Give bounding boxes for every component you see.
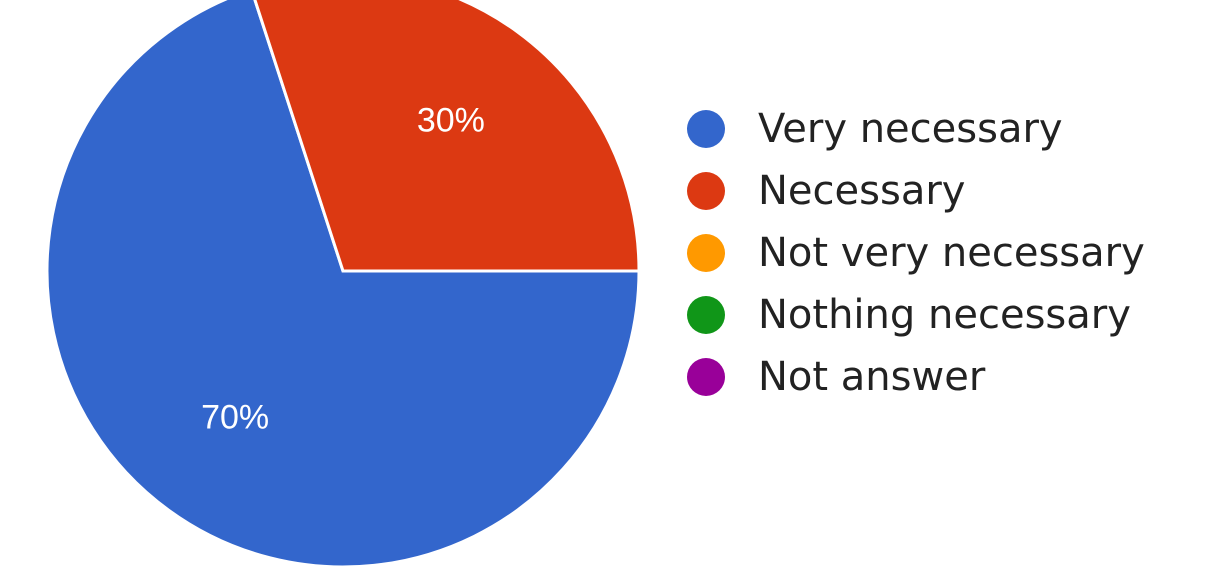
pie-slice-necessary <box>253 0 641 273</box>
legend-item-necessary: Necessary <box>687 168 965 214</box>
legend-marker <box>687 110 725 148</box>
data-label-very-necessary: 70% <box>201 398 269 436</box>
legend-label: Not very necessary <box>758 230 1145 276</box>
pie-data-labels: 70% 30% <box>201 102 485 437</box>
legend-label: Nothing necessary <box>758 292 1131 338</box>
pie-slice-very-necessary <box>45 0 641 569</box>
legend-label: Necessary <box>758 168 965 214</box>
legend-item-not-very-necessary: Not very necessary <box>687 230 1145 276</box>
legend-item-not-answer: Not answer <box>687 354 986 400</box>
legend-item-very-necessary: Very necessary <box>687 106 1063 152</box>
legend-marker <box>687 172 725 210</box>
pie-slices <box>45 0 641 569</box>
data-label-necessary: 30% <box>417 102 485 140</box>
legend-label: Very necessary <box>758 106 1063 152</box>
legend-item-nothing-necessary: Nothing necessary <box>687 292 1131 338</box>
legend-marker <box>687 358 725 396</box>
legend-marker <box>687 234 725 272</box>
legend-marker <box>687 296 725 334</box>
legend-label: Not answer <box>758 354 986 400</box>
legend: Very necessary Necessary Not very necessar… <box>687 106 1145 400</box>
